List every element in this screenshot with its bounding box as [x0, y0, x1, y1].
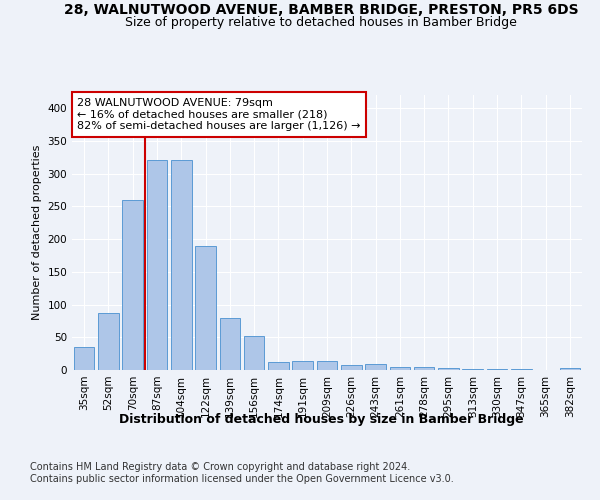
Bar [365, 364, 386, 370]
Bar [292, 362, 313, 370]
Bar [146, 160, 167, 370]
Bar [220, 318, 240, 370]
Bar [389, 366, 410, 370]
Bar [560, 368, 580, 370]
Y-axis label: Number of detached properties: Number of detached properties [32, 145, 42, 320]
Bar [268, 362, 289, 370]
Bar [98, 313, 119, 370]
Bar [122, 200, 143, 370]
Text: Contains HM Land Registry data © Crown copyright and database right 2024.
Contai: Contains HM Land Registry data © Crown c… [30, 462, 454, 484]
Bar [244, 336, 265, 370]
Bar [74, 347, 94, 370]
Bar [438, 368, 459, 370]
Bar [341, 366, 362, 370]
Text: Size of property relative to detached houses in Bamber Bridge: Size of property relative to detached ho… [125, 16, 517, 29]
Bar [195, 246, 216, 370]
Bar [317, 362, 337, 370]
Text: Distribution of detached houses by size in Bamber Bridge: Distribution of detached houses by size … [119, 412, 523, 426]
Text: 28, WALNUTWOOD AVENUE, BAMBER BRIDGE, PRESTON, PR5 6DS: 28, WALNUTWOOD AVENUE, BAMBER BRIDGE, PR… [64, 2, 578, 16]
Bar [171, 160, 191, 370]
Bar [414, 368, 434, 370]
Text: 28 WALNUTWOOD AVENUE: 79sqm
← 16% of detached houses are smaller (218)
82% of se: 28 WALNUTWOOD AVENUE: 79sqm ← 16% of det… [77, 98, 361, 131]
